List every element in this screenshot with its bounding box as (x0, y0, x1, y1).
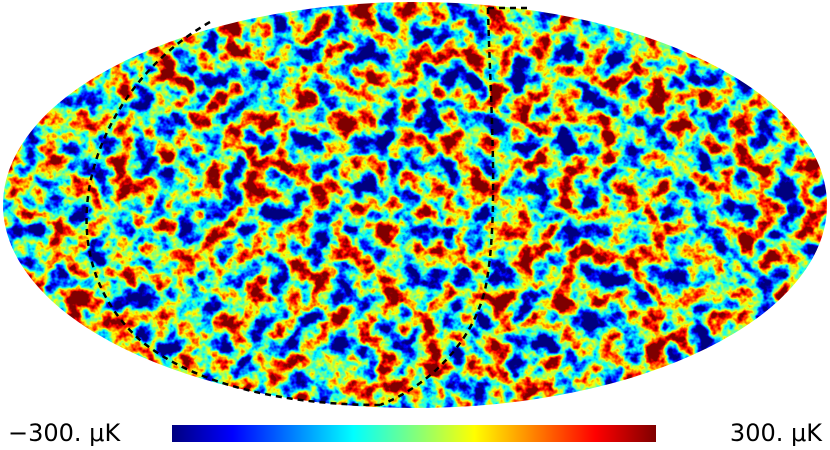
dashed-contour (379, 6, 530, 407)
colorbar-max-label: 300. μK (730, 419, 823, 447)
temperature-field (3, 2, 827, 408)
colorbar-min-label: −300. μK (8, 419, 121, 447)
sky-map (3, 2, 827, 408)
dashed-contour (85, 20, 381, 407)
colorbar (172, 425, 656, 442)
